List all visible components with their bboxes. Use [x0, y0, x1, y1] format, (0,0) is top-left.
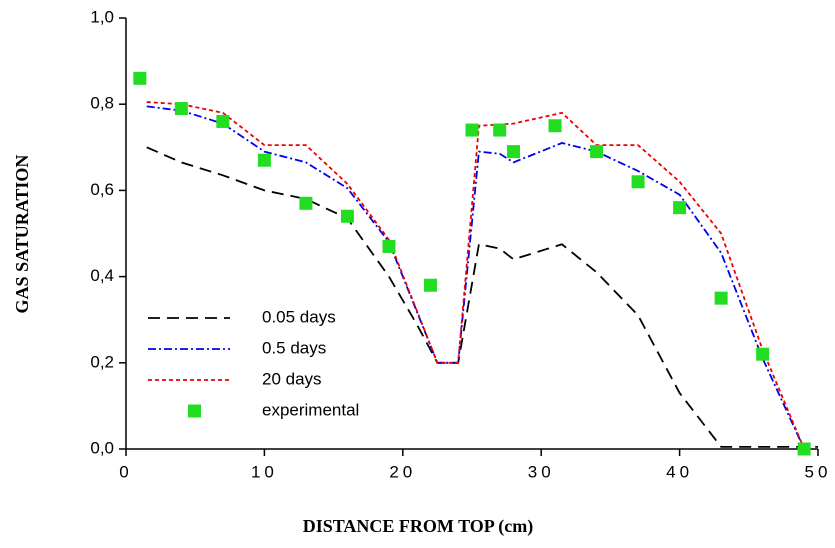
data-point: [340, 209, 354, 223]
series-line: [146, 101, 805, 450]
data-point: [423, 278, 437, 292]
legend-label: 20 days: [262, 369, 322, 388]
data-point: [174, 102, 188, 116]
data-point: [465, 123, 479, 137]
data-point: [714, 291, 728, 305]
x-tick-label: 20: [389, 462, 416, 481]
series-line: [146, 146, 818, 448]
x-tick-label: 30: [528, 462, 555, 481]
y-axis-label: GAS SATURATION: [12, 155, 32, 314]
legend-label: experimental: [262, 400, 359, 419]
data-point: [548, 119, 562, 133]
y-tick-label: 0,6: [90, 180, 114, 199]
data-point: [590, 145, 604, 159]
data-point: [493, 123, 507, 137]
data-point: [216, 114, 230, 128]
data-point: [631, 175, 645, 189]
data-point: [507, 145, 521, 159]
x-tick-label: 40: [666, 462, 693, 481]
y-tick-label: 0,8: [90, 94, 114, 113]
legend-marker: [188, 404, 201, 418]
data-point: [673, 201, 687, 215]
legend-label: 0.5 days: [262, 338, 326, 357]
legend-label: 0.05 days: [262, 307, 336, 326]
data-point: [756, 347, 770, 361]
x-axis-label: DISTANCE FROM TOP (cm): [303, 516, 534, 537]
data-point: [133, 71, 147, 85]
y-tick-label: 0,0: [90, 438, 114, 457]
y-tick-label: 0,2: [90, 352, 114, 371]
x-tick-label: 50: [805, 462, 832, 481]
series-line: [146, 105, 805, 450]
x-tick-label: 10: [251, 462, 278, 481]
data-point: [797, 442, 811, 456]
y-tick-label: 0,4: [90, 266, 114, 285]
data-point: [382, 239, 396, 253]
data-point: [257, 153, 271, 167]
y-tick-label: 1,0: [90, 7, 114, 26]
x-tick-label: 0: [119, 462, 132, 481]
data-point: [299, 196, 313, 210]
